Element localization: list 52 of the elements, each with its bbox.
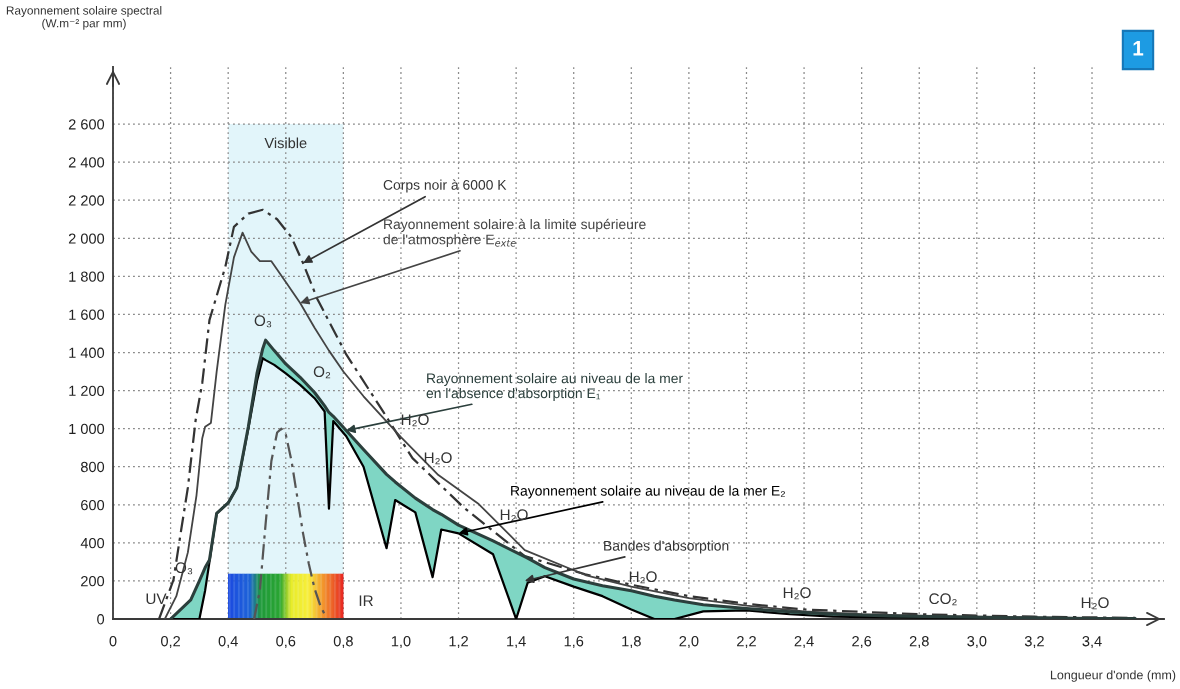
annotation: UV [146,593,167,605]
y-tick-label: 1 400 [69,347,105,358]
y-tick-label: 600 [81,499,105,511]
annotation: Bandes d'absorption [604,540,729,554]
x-tick-label: 2,0 [679,636,699,649]
annotation: O₃ [254,315,272,328]
annotation: CO₂ [929,593,957,606]
x-tick-label: 0,8 [333,636,353,649]
x-tick-label: 3,4 [1082,636,1102,649]
x-tick-label: 1,8 [622,636,641,649]
y-tick-label: 800 [80,461,105,473]
y-tick-label: 2 400 [68,157,105,168]
y-tick-label: 400 [80,537,105,549]
x-tick-label: 0,2 [161,636,180,649]
y-tick-label: 2 200 [68,195,105,206]
annotation: H₂O [500,509,528,522]
x-tick-label: 1,6 [564,636,584,649]
x-tick-label: 3,0 [967,636,987,649]
text: Rayonnement solaire au niveau de la mer E₂ [511,485,785,499]
y-tick-label: 0 [97,614,105,625]
x-tick-label: 2,6 [852,636,872,649]
text: Corps noir à 6000 K [383,179,507,193]
text: 1 [1133,41,1144,56]
y-tick-label: 1 600 [69,309,105,320]
y-axis-title: Rayonnement solaire spectral (W.m⁻² par mm) [6,6,162,30]
x-axis-title: Longueur d'onde (mm) [1050,670,1176,682]
x-tick-label: 2,4 [794,636,814,649]
y-tick-label: 2 600 [68,119,105,130]
text: Rayonnement solaire au niveau de la mer en l'absence d'absorption E₁ [426,373,683,401]
annotation: H₂O [783,587,811,600]
x-tick-label: 1,0 [391,636,411,649]
annotation: H₂O [424,452,452,465]
annotation: H₂O [629,571,657,584]
y-tick-label: 1 200 [69,385,105,397]
y-tick-label: 2 000 [68,233,105,244]
y-tick-label: 200 [81,576,105,587]
x-tick-label: 0,6 [276,636,296,649]
x-tick-label: 0 [109,636,117,647]
x-tick-label: 1,2 [449,636,468,649]
annotation: H₂O [401,414,429,427]
y-tick-label: 1 800 [69,271,105,282]
x-tick-label: 3,2 [1024,636,1044,649]
text: Rayonnement solaire à la limite supérieure de l'atmosphère E$_{exte}$ [383,218,646,248]
x-tick-label: 2,2 [737,636,756,649]
x-tick-label: 1,4 [507,636,526,649]
x-tick-label: 0,4 [218,636,238,649]
band-label: Visible [264,137,307,149]
x-tick-label: 2,8 [909,636,929,649]
annotation: IR [359,595,373,606]
annotation: H₂O [1081,597,1109,610]
y-tick-label: 1 000 [69,423,105,435]
annotation: O₂ [313,366,331,379]
